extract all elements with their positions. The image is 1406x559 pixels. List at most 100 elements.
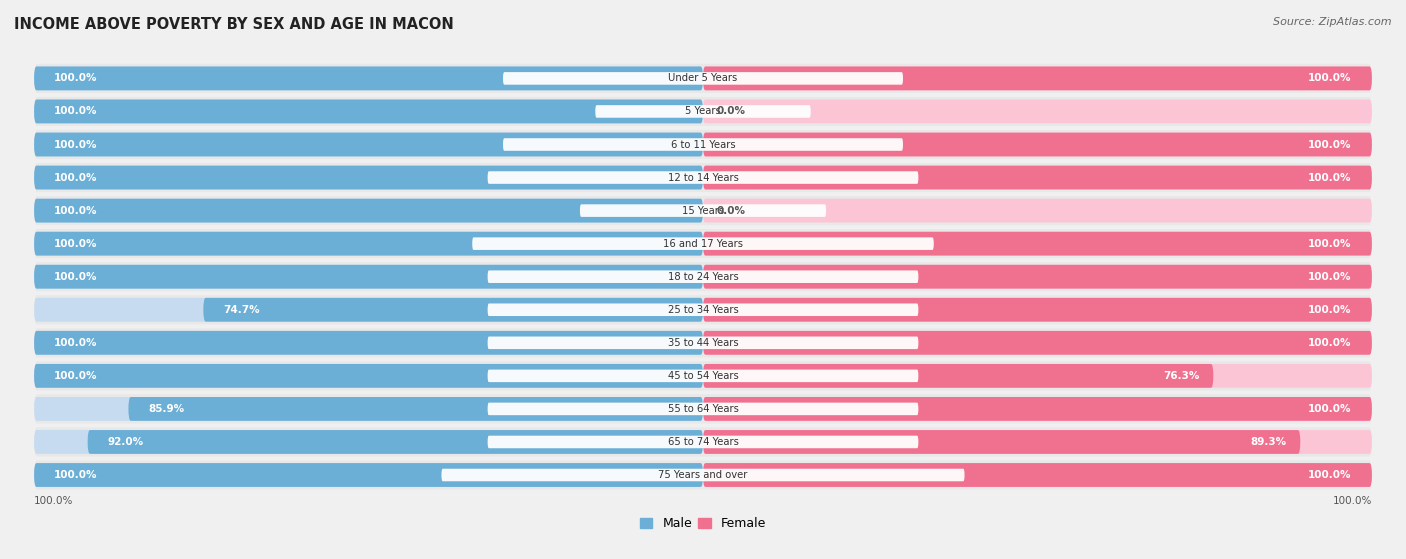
Text: 65 to 74 Years: 65 to 74 Years (668, 437, 738, 447)
Text: 100.0%: 100.0% (34, 496, 73, 506)
FancyBboxPatch shape (703, 67, 1372, 91)
FancyBboxPatch shape (34, 67, 703, 91)
FancyBboxPatch shape (703, 265, 1372, 288)
FancyBboxPatch shape (34, 463, 703, 487)
FancyBboxPatch shape (34, 361, 1372, 390)
FancyBboxPatch shape (34, 198, 703, 222)
FancyBboxPatch shape (703, 100, 1372, 124)
FancyBboxPatch shape (34, 132, 703, 157)
FancyBboxPatch shape (34, 394, 1372, 424)
FancyBboxPatch shape (503, 72, 903, 84)
FancyBboxPatch shape (595, 105, 811, 118)
Legend: Male, Female: Male, Female (636, 513, 770, 536)
Text: 100.0%: 100.0% (55, 140, 97, 149)
FancyBboxPatch shape (34, 132, 703, 157)
Text: 100.0%: 100.0% (55, 206, 97, 216)
FancyBboxPatch shape (703, 165, 1372, 190)
FancyBboxPatch shape (703, 397, 1372, 421)
Text: 100.0%: 100.0% (1309, 140, 1351, 149)
FancyBboxPatch shape (488, 435, 918, 448)
FancyBboxPatch shape (34, 262, 1372, 291)
Text: Source: ZipAtlas.com: Source: ZipAtlas.com (1274, 17, 1392, 27)
FancyBboxPatch shape (34, 130, 1372, 159)
Text: 100.0%: 100.0% (55, 272, 97, 282)
Text: 75 Years and over: 75 Years and over (658, 470, 748, 480)
FancyBboxPatch shape (703, 232, 1372, 255)
Text: 16 and 17 Years: 16 and 17 Years (664, 239, 742, 249)
Text: 100.0%: 100.0% (1309, 338, 1351, 348)
Text: 15 Years: 15 Years (682, 206, 724, 216)
FancyBboxPatch shape (34, 328, 1372, 357)
Text: 100.0%: 100.0% (55, 73, 97, 83)
FancyBboxPatch shape (34, 428, 1372, 457)
FancyBboxPatch shape (703, 232, 1372, 255)
FancyBboxPatch shape (87, 430, 703, 454)
FancyBboxPatch shape (34, 165, 703, 190)
Text: Under 5 Years: Under 5 Years (668, 73, 738, 83)
FancyBboxPatch shape (34, 430, 703, 454)
FancyBboxPatch shape (34, 97, 1372, 126)
Text: 6 to 11 Years: 6 to 11 Years (671, 140, 735, 149)
FancyBboxPatch shape (703, 165, 1372, 190)
FancyBboxPatch shape (34, 461, 1372, 490)
FancyBboxPatch shape (34, 364, 703, 388)
FancyBboxPatch shape (488, 369, 918, 382)
Text: 100.0%: 100.0% (1309, 470, 1351, 480)
Text: 100.0%: 100.0% (1309, 73, 1351, 83)
Text: 100.0%: 100.0% (1309, 173, 1351, 183)
FancyBboxPatch shape (579, 205, 827, 217)
FancyBboxPatch shape (503, 138, 903, 151)
Text: 100.0%: 100.0% (55, 173, 97, 183)
Text: 0.0%: 0.0% (717, 106, 745, 116)
FancyBboxPatch shape (488, 304, 918, 316)
Text: INCOME ABOVE POVERTY BY SEX AND AGE IN MACON: INCOME ABOVE POVERTY BY SEX AND AGE IN M… (14, 17, 454, 32)
Text: 100.0%: 100.0% (1333, 496, 1372, 506)
Text: 74.7%: 74.7% (224, 305, 260, 315)
FancyBboxPatch shape (441, 469, 965, 481)
Text: 12 to 14 Years: 12 to 14 Years (668, 173, 738, 183)
FancyBboxPatch shape (34, 265, 703, 288)
FancyBboxPatch shape (34, 298, 703, 321)
FancyBboxPatch shape (488, 337, 918, 349)
FancyBboxPatch shape (703, 364, 1372, 388)
FancyBboxPatch shape (703, 198, 1372, 222)
FancyBboxPatch shape (488, 402, 918, 415)
FancyBboxPatch shape (34, 232, 703, 255)
Text: 100.0%: 100.0% (1309, 404, 1351, 414)
Text: 100.0%: 100.0% (55, 106, 97, 116)
FancyBboxPatch shape (472, 238, 934, 250)
FancyBboxPatch shape (34, 229, 1372, 258)
FancyBboxPatch shape (703, 132, 1372, 157)
FancyBboxPatch shape (34, 232, 703, 255)
Text: 100.0%: 100.0% (55, 338, 97, 348)
FancyBboxPatch shape (34, 165, 703, 190)
Text: 18 to 24 Years: 18 to 24 Years (668, 272, 738, 282)
Text: 92.0%: 92.0% (108, 437, 143, 447)
FancyBboxPatch shape (128, 397, 703, 421)
FancyBboxPatch shape (703, 298, 1372, 321)
FancyBboxPatch shape (703, 331, 1372, 355)
FancyBboxPatch shape (703, 364, 1213, 388)
FancyBboxPatch shape (34, 265, 703, 288)
Text: 25 to 34 Years: 25 to 34 Years (668, 305, 738, 315)
FancyBboxPatch shape (703, 430, 1301, 454)
Text: 0.0%: 0.0% (717, 206, 745, 216)
FancyBboxPatch shape (34, 295, 1372, 324)
FancyBboxPatch shape (703, 463, 1372, 487)
FancyBboxPatch shape (703, 331, 1372, 355)
FancyBboxPatch shape (34, 198, 703, 222)
FancyBboxPatch shape (488, 171, 918, 184)
Text: 5 Years: 5 Years (685, 106, 721, 116)
FancyBboxPatch shape (703, 132, 1372, 157)
FancyBboxPatch shape (703, 430, 1372, 454)
Text: 100.0%: 100.0% (55, 239, 97, 249)
FancyBboxPatch shape (34, 64, 1372, 93)
Text: 100.0%: 100.0% (55, 470, 97, 480)
FancyBboxPatch shape (34, 364, 703, 388)
Text: 100.0%: 100.0% (1309, 305, 1351, 315)
Text: 100.0%: 100.0% (1309, 239, 1351, 249)
FancyBboxPatch shape (703, 463, 1372, 487)
Text: 100.0%: 100.0% (1309, 272, 1351, 282)
FancyBboxPatch shape (204, 298, 703, 321)
FancyBboxPatch shape (34, 163, 1372, 192)
